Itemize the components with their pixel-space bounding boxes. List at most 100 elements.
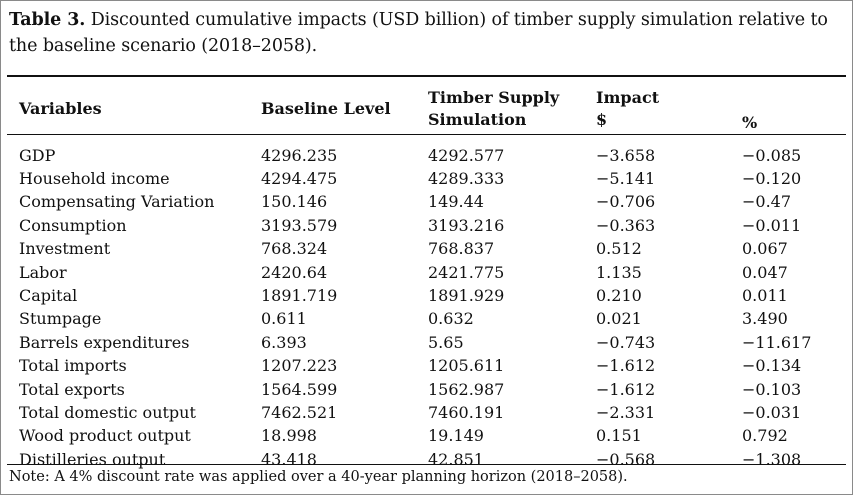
cell-simulation: 5.65 bbox=[428, 332, 464, 352]
cell-impact: −0.743 bbox=[596, 332, 656, 352]
cell-impact: −1.612 bbox=[596, 379, 656, 399]
cell-percent: −0.085 bbox=[742, 145, 802, 165]
cell-impact: −3.658 bbox=[596, 145, 656, 165]
table-row: Total domestic output 7462.521 7460.191 … bbox=[7, 401, 846, 424]
cell-baseline: 1891.719 bbox=[261, 286, 338, 306]
cell-variable: Household income bbox=[19, 169, 170, 189]
cell-variable: Stumpage bbox=[19, 309, 102, 329]
cell-percent: −0.120 bbox=[742, 169, 802, 189]
table-row: Labor 2420.64 2421.775 1.135 0.047 bbox=[7, 261, 846, 284]
header-impact-line2: $ bbox=[596, 110, 608, 129]
cell-impact: −0.706 bbox=[596, 192, 656, 212]
cell-baseline: 768.324 bbox=[261, 239, 328, 259]
cell-variable: Consumption bbox=[19, 215, 127, 235]
cell-variable: Wood product output bbox=[19, 426, 191, 446]
cell-baseline: 18.998 bbox=[261, 426, 317, 446]
cell-simulation: 1205.611 bbox=[428, 356, 505, 376]
cell-percent: −0.47 bbox=[742, 192, 792, 212]
cell-percent: −0.134 bbox=[742, 356, 802, 376]
cell-variable: Total imports bbox=[19, 356, 127, 376]
header-baseline: Baseline Level bbox=[261, 99, 391, 118]
cell-impact: 0.021 bbox=[596, 309, 642, 329]
table-row: Household income 4294.475 4289.333 −5.14… bbox=[7, 167, 846, 190]
table-row: Consumption 3193.579 3193.216 −0.363 −0.… bbox=[7, 214, 846, 237]
cell-baseline: 4296.235 bbox=[261, 145, 338, 165]
header-rule bbox=[7, 134, 846, 135]
table-row: GDP 4296.235 4292.577 −3.658 −0.085 bbox=[7, 141, 846, 167]
cell-impact: 0.512 bbox=[596, 239, 642, 259]
cell-simulation: 7460.191 bbox=[428, 402, 505, 422]
cell-simulation: 19.149 bbox=[428, 426, 484, 446]
header-simulation-line2: Simulation bbox=[428, 110, 527, 129]
cell-variable: Capital bbox=[19, 286, 78, 306]
cell-baseline: 1564.599 bbox=[261, 379, 338, 399]
cell-baseline: 2420.64 bbox=[261, 262, 328, 282]
cell-impact: −1.612 bbox=[596, 356, 656, 376]
cell-variable: Barrels expenditures bbox=[19, 332, 190, 352]
cell-variable: Total exports bbox=[19, 379, 125, 399]
cell-baseline: 7462.521 bbox=[261, 402, 338, 422]
cell-simulation: 768.837 bbox=[428, 239, 495, 259]
cell-percent: 0.011 bbox=[742, 286, 788, 306]
cell-variable: Labor bbox=[19, 262, 67, 282]
header-impact: Impact $ bbox=[596, 77, 742, 141]
table-row: Barrels expenditures 6.393 5.65 −0.743 −… bbox=[7, 331, 846, 354]
cell-simulation: 0.632 bbox=[428, 309, 474, 329]
table-row: Investment 768.324 768.837 0.512 0.067 bbox=[7, 238, 846, 261]
cell-variable: GDP bbox=[19, 145, 56, 165]
table-caption-label: Table 3. bbox=[9, 10, 86, 30]
cell-variable: Distilleries output bbox=[19, 449, 166, 469]
table-caption-text: Discounted cumulative impacts (USD billi… bbox=[9, 10, 828, 56]
cell-simulation: 4292.577 bbox=[428, 145, 505, 165]
cell-simulation: 3193.216 bbox=[428, 215, 505, 235]
cell-simulation: 4289.333 bbox=[428, 169, 505, 189]
cell-variable: Compensating Variation bbox=[19, 192, 215, 212]
cell-baseline: 43.418 bbox=[261, 449, 317, 469]
cell-percent: −1.308 bbox=[742, 449, 802, 469]
cell-variable: Total domestic output bbox=[19, 402, 196, 422]
cell-percent: −0.031 bbox=[742, 402, 802, 422]
cell-percent: 3.490 bbox=[742, 309, 788, 329]
top-rule bbox=[7, 75, 846, 77]
cell-impact: 0.151 bbox=[596, 426, 642, 446]
cell-impact: 1.135 bbox=[596, 262, 642, 282]
cell-impact: −0.568 bbox=[596, 449, 656, 469]
cell-simulation: 1891.929 bbox=[428, 286, 505, 306]
header-simulation: Timber Supply Simulation bbox=[428, 77, 596, 141]
cell-baseline: 150.146 bbox=[261, 192, 328, 212]
cell-impact: −5.141 bbox=[596, 169, 656, 189]
table-row: Compensating Variation 150.146 149.44 −0… bbox=[7, 191, 846, 214]
cell-impact: −0.363 bbox=[596, 215, 656, 235]
cell-baseline: 6.393 bbox=[261, 332, 307, 352]
header-percent: % bbox=[742, 113, 758, 132]
table-row: Wood product output 18.998 19.149 0.151 … bbox=[7, 425, 846, 448]
table-caption: Table 3. Discounted cumulative impacts (… bbox=[9, 7, 849, 59]
cell-simulation: 1562.987 bbox=[428, 379, 505, 399]
cell-impact: −2.331 bbox=[596, 402, 656, 422]
cell-variable: Investment bbox=[19, 239, 111, 259]
cell-baseline: 0.611 bbox=[261, 309, 307, 329]
cell-percent: 0.047 bbox=[742, 262, 788, 282]
table-row: Distilleries output 43.418 42.851 −0.568… bbox=[7, 448, 846, 471]
cell-baseline: 3193.579 bbox=[261, 215, 338, 235]
cell-simulation: 42.851 bbox=[428, 449, 484, 469]
table-note: Note: A 4% discount rate was applied ove… bbox=[9, 469, 628, 485]
table-row: Total imports 1207.223 1205.611 −1.612 −… bbox=[7, 355, 846, 378]
bottom-rule bbox=[7, 464, 846, 465]
cell-percent: −0.011 bbox=[742, 215, 802, 235]
header-impact-line1: Impact bbox=[596, 88, 660, 107]
cell-percent: −11.617 bbox=[742, 332, 812, 352]
cell-impact: 0.210 bbox=[596, 286, 642, 306]
header-row: Variables Baseline Level Timber Supply Si… bbox=[7, 77, 846, 141]
cell-simulation: 2421.775 bbox=[428, 262, 505, 282]
header-simulation-line1: Timber Supply bbox=[428, 88, 560, 107]
header-variables: Variables bbox=[19, 99, 102, 118]
cell-percent: 0.067 bbox=[742, 239, 788, 259]
table-row: Capital 1891.719 1891.929 0.210 0.011 bbox=[7, 284, 846, 307]
cell-percent: −0.103 bbox=[742, 379, 802, 399]
table-row: Total exports 1564.599 1562.987 −1.612 −… bbox=[7, 378, 846, 401]
cell-baseline: 4294.475 bbox=[261, 169, 338, 189]
table-row: Stumpage 0.611 0.632 0.021 3.490 bbox=[7, 308, 846, 331]
data-table: Variables Baseline Level Timber Supply Si… bbox=[7, 77, 846, 471]
